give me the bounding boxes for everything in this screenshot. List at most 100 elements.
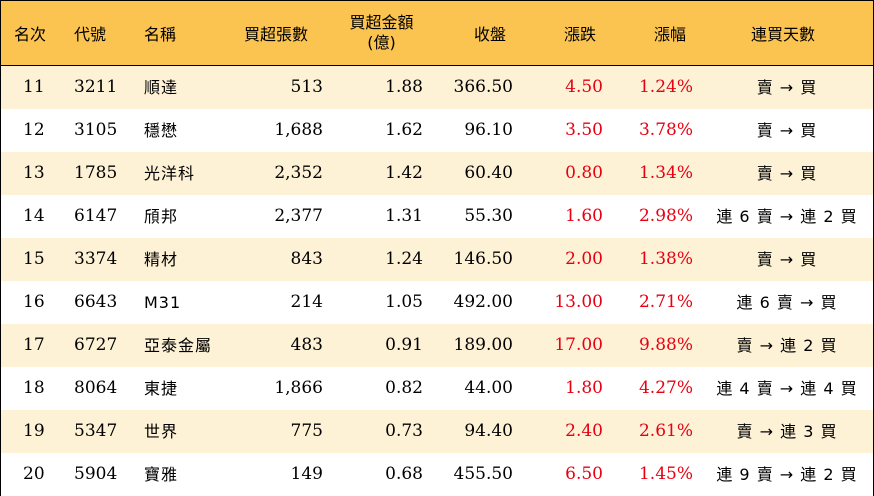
cell-rank: 14 [23, 206, 45, 226]
cell-close: 60.40 [464, 163, 513, 183]
cell-rank: 20 [23, 464, 45, 484]
cell-change: 0.80 [565, 163, 603, 183]
table-header: 名次 代號 名稱 買超張數 買超金額 (億) 收盤 漲跌 漲幅 連買天數 [1, 1, 873, 66]
table-row: 12 3105 穩懋 1,688 1.62 96.10 3.50 3.78% 賣 → 買 [1, 109, 873, 152]
cell-streak: 連 6 賣 → 連 2 買 [716, 207, 858, 226]
cell-shares: 1,688 [274, 120, 323, 140]
header-amount-label: 買超金額 [349, 13, 414, 32]
cell-rank: 12 [23, 120, 45, 140]
header-close: 收盤 [474, 25, 507, 44]
header-rank: 名次 [14, 25, 47, 44]
cell-shares: 513 [290, 77, 323, 97]
header-amount-unit: (億) [367, 33, 396, 52]
cell-rank: 19 [23, 421, 45, 441]
cell-change-pct: 2.61% [638, 421, 693, 441]
cell-amount: 1.42 [385, 163, 423, 183]
cell-close: 55.30 [464, 206, 513, 226]
cell-streak: 連 9 賣 → 連 2 買 [716, 465, 858, 484]
cell-name: 頎邦 [144, 207, 179, 226]
cell-close: 455.50 [453, 464, 513, 484]
cell-change-pct: 2.71% [638, 292, 693, 312]
cell-name: 順達 [144, 78, 179, 97]
cell-amount: 0.91 [385, 335, 423, 355]
cell-shares: 843 [290, 249, 323, 269]
cell-rank: 13 [23, 163, 45, 183]
cell-shares: 2,377 [274, 206, 323, 226]
cell-name: 光洋科 [144, 164, 196, 183]
cell-change-pct: 9.88% [638, 335, 693, 355]
cell-shares: 2,352 [274, 163, 323, 183]
cell-code: 3105 [74, 120, 118, 140]
table-row: 13 1785 光洋科 2,352 1.42 60.40 0.80 1.34% 賣 → 買 [1, 152, 873, 195]
header-change-pct: 漲幅 [654, 25, 687, 44]
cell-close: 492.00 [453, 292, 513, 312]
cell-shares: 483 [290, 335, 323, 355]
cell-change-pct: 1.34% [638, 163, 693, 183]
cell-name: M31 [144, 293, 182, 312]
cell-amount: 0.68 [385, 464, 423, 484]
cell-change: 13.00 [554, 292, 603, 312]
cell-name: 世界 [144, 422, 179, 441]
cell-close: 94.40 [464, 421, 513, 441]
header-code: 代號 [74, 25, 107, 44]
cell-code: 3374 [74, 249, 118, 269]
cell-rank: 16 [23, 292, 45, 312]
cell-name: 穩懋 [144, 121, 179, 140]
header-change: 漲跌 [564, 25, 597, 44]
cell-close: 366.50 [453, 77, 513, 97]
cell-amount: 1.24 [385, 249, 423, 269]
header-streak: 連買天數 [751, 25, 816, 44]
cell-close: 96.10 [464, 120, 513, 140]
cell-shares: 214 [290, 292, 323, 312]
cell-rank: 18 [23, 378, 45, 398]
cell-change-pct: 2.98% [638, 206, 693, 226]
cell-streak: 賣 → 買 [756, 121, 818, 140]
cell-amount: 0.82 [385, 378, 423, 398]
table-row: 14 6147 頎邦 2,377 1.31 55.30 1.60 2.98% 連 6 賣 → 連… [1, 195, 873, 238]
cell-name: 寶雅 [144, 465, 179, 484]
cell-streak: 連 4 賣 → 連 4 買 [716, 379, 858, 398]
cell-name: 東捷 [144, 379, 179, 398]
cell-change: 2.00 [565, 249, 603, 269]
cell-change-pct: 4.27% [638, 378, 693, 398]
cell-change-pct: 3.78% [638, 120, 693, 140]
cell-shares: 775 [290, 421, 323, 441]
cell-name: 亞泰金屬 [144, 336, 213, 355]
cell-change-pct: 1.24% [638, 77, 693, 97]
cell-amount: 1.88 [385, 77, 423, 97]
header-amount: 買超金額 (億) [344, 1, 419, 65]
cell-change: 3.50 [565, 120, 603, 140]
cell-change: 1.80 [565, 378, 603, 398]
cell-streak: 賣 → 買 [756, 164, 818, 183]
cell-code: 1785 [74, 163, 118, 183]
table-row: 19 5347 世界 775 0.73 94.40 2.40 2.61% 賣 → 連 3 買 [1, 410, 873, 453]
cell-streak: 賣 → 買 [756, 78, 818, 97]
cell-shares: 1,866 [274, 378, 323, 398]
table-row: 17 6727 亞泰金屬 483 0.91 189.00 17.00 9.88% 賣 → 連 2… [1, 324, 873, 367]
cell-close: 44.00 [464, 378, 513, 398]
cell-code: 6727 [74, 335, 118, 355]
table-row: 15 3374 精材 843 1.24 146.50 2.00 1.38% 賣 → 買 [1, 238, 873, 281]
cell-code: 8064 [74, 378, 118, 398]
cell-amount: 0.73 [385, 421, 423, 441]
cell-code: 3211 [74, 77, 118, 97]
cell-rank: 17 [23, 335, 45, 355]
table-row: 11 3211 順達 513 1.88 366.50 4.50 1.24% 賣 → 買 [1, 66, 873, 109]
cell-code: 5347 [74, 421, 118, 441]
cell-close: 146.50 [453, 249, 513, 269]
table-row: 20 5904 寶雅 149 0.68 455.50 6.50 1.45% 連 9 賣 → 連 … [1, 453, 873, 496]
cell-streak: 賣 → 買 [756, 250, 818, 269]
cell-close: 189.00 [453, 335, 513, 355]
cell-amount: 1.62 [385, 120, 423, 140]
table-row: 18 8064 東捷 1,866 0.82 44.00 1.80 4.27% 連 4 賣 → 連… [1, 367, 873, 410]
cell-change: 4.50 [565, 77, 603, 97]
cell-amount: 1.31 [385, 206, 423, 226]
cell-change: 2.40 [565, 421, 603, 441]
cell-streak: 連 6 賣 → 買 [736, 293, 838, 312]
cell-name: 精材 [144, 250, 179, 269]
cell-shares: 149 [290, 464, 323, 484]
cell-change: 6.50 [565, 464, 603, 484]
cell-rank: 11 [23, 77, 45, 97]
header-shares: 買超張數 [244, 25, 309, 44]
